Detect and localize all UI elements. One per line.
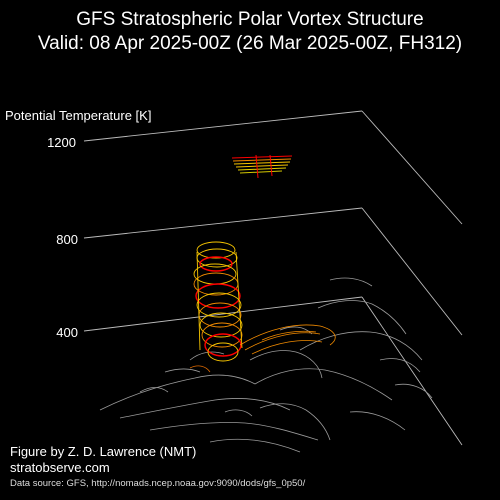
grid-line-1200-side	[361, 110, 463, 225]
data-source-note: Data source: GFS, http://nomads.ncep.noa…	[10, 478, 306, 489]
vortex-column	[193, 241, 243, 362]
z-tick-label: 1200	[47, 135, 76, 150]
level-grid	[83, 110, 463, 446]
vortex-1200-contours	[231, 154, 293, 179]
z-axis-label: Potential Temperature [K]	[5, 108, 152, 123]
grid-line-800-back	[83, 207, 363, 239]
site-credit: stratobserve.com	[10, 460, 110, 475]
z-tick-label: 800	[56, 232, 78, 247]
grid-line-1200-back	[83, 110, 363, 142]
chart-subtitle: Valid: 08 Apr 2025-00Z (26 Mar 2025-00Z,…	[37, 33, 463, 54]
coastline-map	[99, 277, 433, 453]
grid-line-800-side	[361, 207, 463, 336]
vortex-low-lobe	[189, 324, 336, 373]
grid-line-400-back	[83, 296, 363, 332]
grid-line-400-side	[361, 296, 463, 446]
chart-title: GFS Stratospheric Polar Vortex Structure	[76, 9, 424, 30]
figure-credit: Figure by Z. D. Lawrence (NMT)	[10, 444, 197, 459]
z-tick-label: 400	[56, 325, 78, 340]
